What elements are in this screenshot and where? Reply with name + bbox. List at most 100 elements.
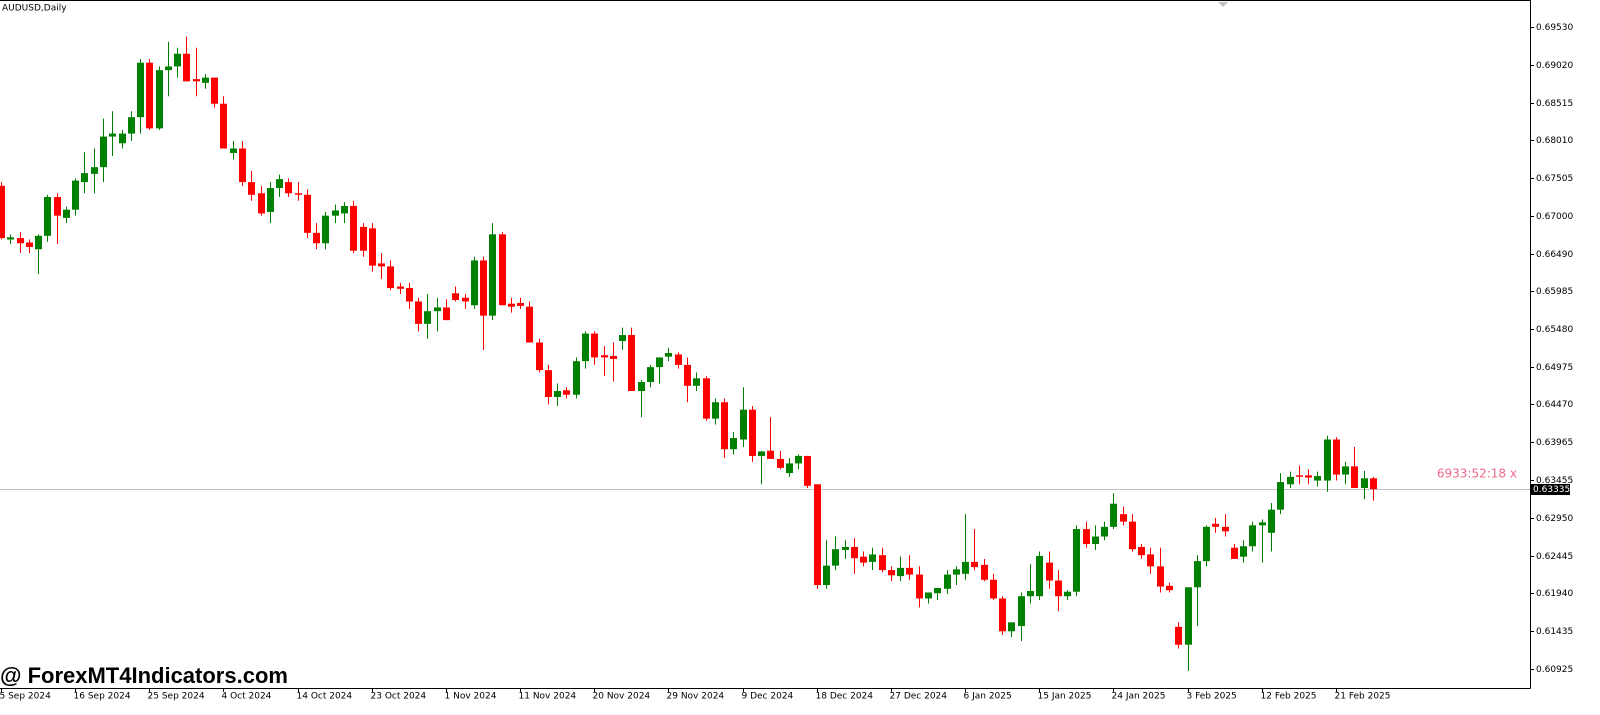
- candle-body: [1110, 503, 1117, 527]
- candle-body: [1092, 536, 1099, 544]
- candle-body: [480, 260, 487, 316]
- chart-title: AUDUSD,Daily: [2, 4, 67, 14]
- candle-body: [304, 194, 311, 233]
- candle-body: [804, 455, 811, 486]
- candle-body: [962, 561, 969, 574]
- candle-body: [1120, 514, 1127, 522]
- candle-body: [934, 588, 941, 594]
- candle-body: [860, 556, 867, 563]
- candle-body: [851, 546, 858, 559]
- candle-body: [1018, 596, 1025, 627]
- y-tick-label: 0.63455: [1536, 476, 1573, 486]
- y-tick-label: 0.64975: [1536, 363, 1573, 373]
- candle-body: [1351, 466, 1358, 489]
- candle-body: [730, 438, 737, 450]
- x-tick-label: 12 Feb 2025: [1261, 692, 1317, 702]
- current-price-label: 0.63335: [1533, 485, 1570, 495]
- candle-body: [369, 228, 376, 266]
- y-tick-label: 0.65480: [1536, 325, 1573, 335]
- x-tick-label: 16 Sep 2024: [74, 692, 131, 702]
- candle-body: [1203, 526, 1210, 562]
- candle-body: [434, 307, 441, 312]
- candle-body: [1027, 590, 1034, 597]
- candle-body: [582, 333, 589, 362]
- candle-body: [573, 361, 580, 395]
- candle-body: [1046, 562, 1053, 581]
- candle-body: [888, 570, 895, 576]
- candle-body: [999, 598, 1006, 632]
- candle-body: [693, 378, 700, 386]
- candle-body: [647, 367, 654, 383]
- y-tick-label: 0.69020: [1536, 61, 1573, 71]
- candle-body: [740, 409, 747, 440]
- x-tick-label: 6 Jan 2025: [964, 692, 1012, 702]
- candle-body: [619, 335, 626, 342]
- y-tick-label: 0.62950: [1536, 514, 1573, 524]
- candle-body: [1259, 522, 1266, 526]
- candle-body: [193, 79, 200, 82]
- candle-body: [610, 355, 617, 359]
- candle-body: [0, 185, 5, 239]
- countdown: 6933:52:18 x: [1437, 467, 1517, 481]
- candle-body: [7, 237, 14, 240]
- x-tick-label: 21 Feb 2025: [1335, 692, 1391, 702]
- candle-body: [1055, 580, 1062, 597]
- candle-body: [211, 77, 218, 104]
- candle-body: [54, 197, 61, 216]
- candle-body: [267, 188, 274, 212]
- candle-body: [554, 391, 561, 397]
- candle-body: [869, 554, 876, 562]
- y-tick-label: 0.63965: [1536, 438, 1573, 448]
- candle-body: [906, 567, 913, 575]
- candle-body: [916, 574, 923, 599]
- y-tick-label: 0.61435: [1536, 627, 1573, 637]
- x-tick-label: 1 Nov 2024: [445, 692, 497, 702]
- candle-body: [1370, 478, 1377, 490]
- candle-body: [1101, 526, 1108, 537]
- candle-body: [378, 263, 385, 267]
- candle-body: [220, 103, 227, 149]
- candle-body: [879, 555, 886, 571]
- x-tick-label: 25 Sep 2024: [148, 692, 205, 702]
- candle-body: [1277, 482, 1284, 510]
- candle-body: [842, 546, 849, 550]
- candle-body: [1073, 529, 1080, 592]
- y-tick-label: 0.67000: [1536, 212, 1573, 222]
- x-tick-label: 23 Oct 2024: [371, 692, 427, 702]
- candle-body: [990, 579, 997, 599]
- candle-body: [387, 266, 394, 289]
- candle-body: [397, 286, 404, 289]
- candle-body: [786, 463, 793, 474]
- candle-body: [295, 193, 302, 195]
- candle-body: [424, 311, 431, 324]
- y-tick-label: 0.66490: [1536, 250, 1573, 260]
- candle-body: [119, 133, 126, 144]
- candle-body: [128, 117, 135, 134]
- candle-body: [777, 458, 784, 468]
- candle-body: [1194, 561, 1201, 588]
- candle-body: [462, 297, 469, 302]
- x-tick-label: 20 Nov 2024: [593, 692, 651, 702]
- x-tick-label: 3 Feb 2025: [1187, 692, 1237, 702]
- candle-body: [656, 357, 663, 368]
- candle-body: [109, 133, 116, 137]
- y-tick-label: 0.68010: [1536, 136, 1573, 146]
- candle-body: [1008, 622, 1015, 632]
- candle-body: [981, 564, 988, 580]
- candle-body: [832, 549, 839, 566]
- candle-body: [17, 238, 24, 244]
- candle-body: [944, 574, 951, 589]
- candle-body: [1342, 466, 1349, 475]
- candle-body: [601, 355, 608, 358]
- candle-body: [35, 235, 42, 250]
- candle-body: [202, 77, 209, 83]
- candle-body: [1129, 521, 1136, 550]
- candle-body: [1175, 626, 1182, 645]
- y-tick-label: 0.60925: [1536, 665, 1573, 675]
- candle-body: [322, 215, 329, 244]
- candle-body: [63, 209, 70, 218]
- candle-body: [360, 226, 367, 251]
- x-tick-label: 15 Jan 2025: [1038, 692, 1092, 702]
- candle-body: [1240, 546, 1247, 557]
